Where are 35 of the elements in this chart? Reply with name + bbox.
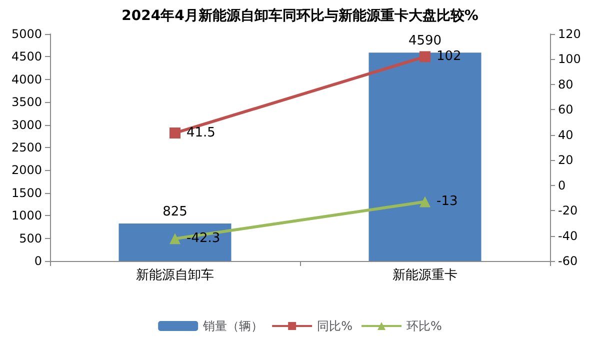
y-tick-label: 1500 — [11, 186, 42, 200]
y2-tick-label: 60 — [558, 102, 574, 117]
data-label: 825 — [162, 204, 188, 220]
y-tick-label: 4000 — [11, 72, 42, 86]
point — [170, 127, 180, 138]
data-label: 102 — [436, 49, 462, 64]
legend-label: 同比% — [317, 319, 353, 333]
data-label: 41.5 — [186, 125, 216, 140]
y2-tick-label: -40 — [558, 228, 578, 243]
y-tick-label: 3500 — [11, 95, 42, 110]
x-tick-label: 新能源自卸车 — [136, 268, 214, 283]
y2-tick-label: -60 — [558, 254, 578, 268]
y-tick-label: 2500 — [11, 140, 42, 154]
y-tick-label: 4500 — [11, 50, 42, 64]
y2-tick-label: 100 — [558, 52, 581, 66]
chart-title: 2024年4月新能源自卸车同环比与新能源重卡大盘比较% — [122, 7, 478, 24]
legend-label: 环比% — [406, 319, 442, 333]
y-tick-label: 1000 — [11, 208, 42, 223]
y2-tick-label: 40 — [558, 128, 574, 142]
legend-label: 销量（辆） — [202, 319, 264, 333]
y-tick-label: 3000 — [11, 118, 42, 132]
y2-tick-label: 0 — [558, 178, 566, 192]
data-label: 4590 — [408, 34, 442, 49]
y-tick-label: 5000 — [11, 27, 42, 41]
y-tick-label: 0 — [34, 254, 42, 268]
y2-tick-label: 120 — [558, 27, 581, 41]
y2-tick-label: -20 — [558, 204, 578, 218]
data-label: -13 — [436, 194, 458, 210]
y2-tick-label: 80 — [558, 77, 574, 92]
point — [420, 51, 430, 62]
x-tick-label: 新能源重卡 — [392, 268, 458, 283]
data-label: -42.3 — [186, 231, 220, 246]
y2-tick-label: 20 — [558, 153, 574, 168]
y-tick-label: 500 — [19, 231, 42, 246]
y-tick-label: 2000 — [11, 163, 42, 178]
